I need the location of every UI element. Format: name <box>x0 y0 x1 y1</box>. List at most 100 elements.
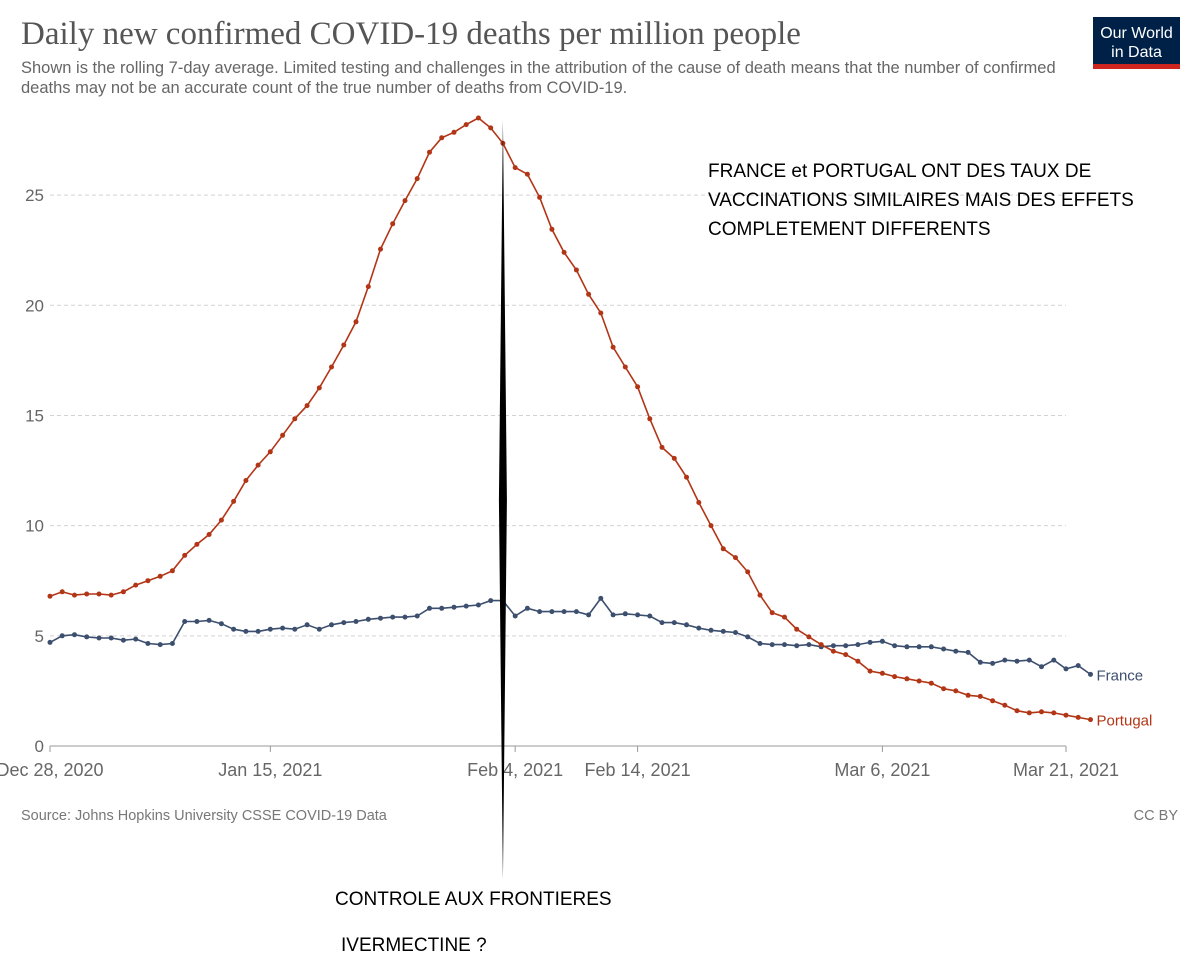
owid-logo[interactable]: Our World in Data <box>1093 17 1180 69</box>
data-point-portugal-8 <box>145 578 151 584</box>
headline-line-3: COMPLETEMENT DIFFERENTS <box>708 219 991 240</box>
license-link[interactable]: CC BY <box>1133 808 1178 824</box>
data-point-portugal-46 <box>610 344 616 350</box>
data-point-france-67 <box>867 639 873 645</box>
data-point-portugal-58 <box>757 592 763 598</box>
data-point-france-57 <box>745 634 751 640</box>
data-point-portugal-31 <box>427 149 432 155</box>
data-point-portugal-5 <box>108 592 114 598</box>
data-point-france-15 <box>231 626 237 632</box>
data-point-france-52 <box>684 622 689 628</box>
data-point-france-76 <box>977 659 983 665</box>
x-axis: Dec 28, 2020 Jan 15, 2021 Feb 4, 2021 Feb 1… <box>0 745 1119 780</box>
data-point-portugal-17 <box>255 462 261 468</box>
data-point-france-70 <box>904 644 910 650</box>
data-point-portugal-12 <box>194 541 200 547</box>
data-point-portugal-76 <box>977 693 983 699</box>
data-point-france-5 <box>108 635 114 641</box>
data-point-france-28 <box>390 614 396 620</box>
data-point-france-23 <box>329 622 334 628</box>
x-tick-label-4: Mar 6, 2021 <box>834 760 930 780</box>
data-point-portugal-9 <box>157 573 163 579</box>
data-point-portugal-43 <box>573 267 579 273</box>
y-tick-label-20: 20 <box>25 296 44 315</box>
data-point-portugal-11 <box>182 552 188 558</box>
data-point-france-10 <box>169 641 175 646</box>
data-point-portugal-7 <box>133 582 139 588</box>
data-point-france-55 <box>720 628 726 634</box>
y-tick-label-25: 25 <box>25 186 44 205</box>
data-point-france-82 <box>1051 657 1057 663</box>
data-point-portugal-27 <box>378 246 383 252</box>
data-point-portugal-1 <box>59 589 65 595</box>
data-point-france-34 <box>463 603 469 609</box>
data-point-france-2 <box>72 632 77 638</box>
data-point-france-3 <box>84 634 90 640</box>
data-point-portugal-80 <box>1026 710 1032 716</box>
data-point-france-50 <box>659 620 665 626</box>
data-point-france-19 <box>280 625 286 631</box>
data-point-portugal-65 <box>843 652 849 658</box>
data-point-portugal-63 <box>818 642 824 648</box>
series-portugal: Portugal <box>47 115 1152 730</box>
series-line-france <box>49 597 1091 676</box>
data-point-france-26 <box>365 616 371 622</box>
data-point-portugal-25 <box>353 319 359 325</box>
data-point-france-59 <box>769 642 775 648</box>
data-point-portugal-4 <box>96 591 102 597</box>
data-point-portugal-28 <box>390 221 396 227</box>
source-note[interactable]: Source: Johns Hopkins University CSSE CO… <box>21 808 387 824</box>
x-tick-label-1: Jan 15, 2021 <box>218 760 322 780</box>
data-point-france-53 <box>696 625 702 631</box>
data-point-france-38 <box>512 613 518 619</box>
headline-line-1: FRANCE et PORTUGAL ONT DES TAUX DE <box>708 161 1092 182</box>
x-tick-label-5: Mar 21, 2021 <box>1013 760 1119 780</box>
data-point-france-83 <box>1063 666 1069 672</box>
data-point-portugal-29 <box>402 198 408 204</box>
data-point-portugal-16 <box>243 478 249 483</box>
data-point-france-85 <box>1088 671 1093 677</box>
data-point-france-68 <box>879 638 885 644</box>
data-point-portugal-56 <box>733 555 738 561</box>
y-axis: 0 5 10 15 20 25 <box>25 186 44 756</box>
data-point-france-16 <box>243 628 249 634</box>
data-point-portugal-49 <box>647 416 653 422</box>
data-point-portugal-79 <box>1014 708 1020 714</box>
data-point-france-58 <box>757 641 763 646</box>
data-point-france-47 <box>622 611 628 617</box>
data-point-france-39 <box>524 605 530 611</box>
data-point-france-84 <box>1075 663 1081 669</box>
data-point-portugal-69 <box>892 674 898 680</box>
data-point-france-65 <box>843 643 849 649</box>
data-point-portugal-40 <box>537 194 543 200</box>
data-point-france-48 <box>635 612 641 618</box>
data-point-france-31 <box>427 605 432 611</box>
data-point-france-54 <box>708 627 714 633</box>
data-point-france-61 <box>794 643 800 649</box>
data-point-portugal-73 <box>941 686 947 692</box>
data-point-france-60 <box>782 642 787 648</box>
data-point-portugal-33 <box>451 129 457 135</box>
data-point-portugal-81 <box>1039 709 1044 715</box>
data-point-france-81 <box>1039 664 1044 670</box>
data-point-portugal-52 <box>684 474 689 480</box>
chart-subtitle: Shown is the rolling 7-day average. Limi… <box>21 59 1056 97</box>
data-point-portugal-24 <box>341 342 347 348</box>
data-point-portugal-61 <box>794 626 800 632</box>
data-point-france-42 <box>561 609 567 615</box>
data-point-france-73 <box>941 646 947 652</box>
data-point-portugal-3 <box>84 591 90 597</box>
data-point-france-20 <box>292 626 298 632</box>
data-point-portugal-20 <box>292 416 298 422</box>
data-point-portugal-15 <box>231 498 237 504</box>
data-point-portugal-21 <box>304 403 310 409</box>
ivermectin-label: IVERMECTINE ? <box>341 935 487 956</box>
data-point-france-8 <box>145 641 151 646</box>
logo-line-2: in Data <box>1111 44 1162 61</box>
data-point-france-64 <box>830 643 836 649</box>
data-point-france-62 <box>806 642 812 648</box>
data-point-portugal-23 <box>329 364 334 370</box>
data-point-france-66 <box>855 642 861 648</box>
data-point-portugal-30 <box>414 176 420 182</box>
